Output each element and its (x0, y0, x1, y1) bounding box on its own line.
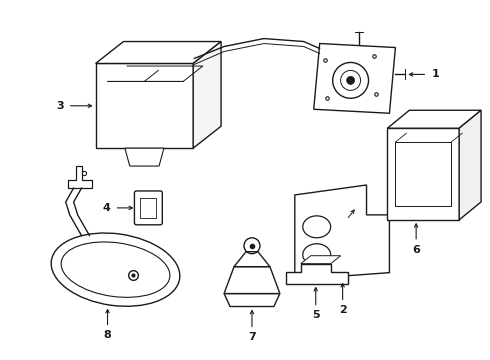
Text: 2: 2 (339, 306, 346, 315)
Text: 1: 1 (431, 69, 439, 80)
Polygon shape (68, 166, 92, 188)
Polygon shape (295, 185, 390, 280)
Polygon shape (459, 110, 481, 220)
Polygon shape (125, 148, 164, 166)
Ellipse shape (61, 242, 170, 297)
Polygon shape (193, 41, 221, 148)
Text: 3: 3 (56, 101, 64, 111)
Polygon shape (388, 128, 459, 220)
Text: 5: 5 (312, 310, 319, 320)
Polygon shape (301, 256, 341, 264)
Polygon shape (224, 293, 280, 306)
Polygon shape (388, 110, 481, 128)
FancyBboxPatch shape (134, 191, 162, 225)
Ellipse shape (51, 233, 180, 306)
Polygon shape (314, 44, 395, 113)
Text: 6: 6 (412, 245, 420, 255)
Polygon shape (234, 252, 270, 267)
Polygon shape (96, 63, 193, 148)
Text: 7: 7 (248, 332, 256, 342)
Polygon shape (224, 267, 280, 293)
Polygon shape (286, 264, 347, 284)
Text: 4: 4 (102, 203, 110, 213)
Polygon shape (96, 41, 221, 63)
Text: 8: 8 (104, 330, 111, 341)
Circle shape (346, 76, 355, 84)
